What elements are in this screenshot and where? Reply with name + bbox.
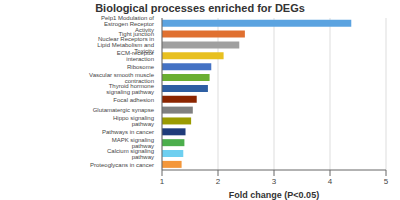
- svg-text:Glutamatergic synapse: Glutamatergic synapse: [93, 107, 155, 113]
- svg-text:Ribosome: Ribosome: [127, 64, 155, 70]
- svg-text:Pelp1 Modulation ofEstrogen Re: Pelp1 Modulation ofEstrogen ReceptorActi…: [101, 16, 154, 33]
- svg-text:MAPK signalingpathway: MAPK signalingpathway: [112, 137, 154, 149]
- svg-text:Nuclear Receptors inLipid Meta: Nuclear Receptors inLipid Metabolism and…: [97, 36, 154, 54]
- svg-text:5: 5: [384, 177, 389, 186]
- svg-text:4: 4: [328, 177, 333, 186]
- svg-text:Proteoglycans in cancer: Proteoglycans in cancer: [90, 162, 154, 168]
- svg-text:3: 3: [272, 177, 277, 186]
- svg-text:2: 2: [216, 177, 221, 186]
- svg-text:Focal adhesion: Focal adhesion: [113, 97, 154, 103]
- svg-text:Vascular smooth musclecontract: Vascular smooth musclecontraction: [89, 72, 155, 84]
- svg-text:Hippo signalingpathway: Hippo signalingpathway: [113, 115, 154, 127]
- svg-text:Thyroid hormonesignaling pathw: Thyroid hormonesignaling pathway: [106, 83, 154, 95]
- svg-text:Pathways in cancer: Pathways in cancer: [102, 129, 154, 135]
- svg-text:Fold change (P<0.05): Fold change (P<0.05): [229, 190, 319, 200]
- svg-text:Calcium signalingpathway: Calcium signalingpathway: [107, 148, 154, 160]
- svg-text:1: 1: [160, 177, 165, 186]
